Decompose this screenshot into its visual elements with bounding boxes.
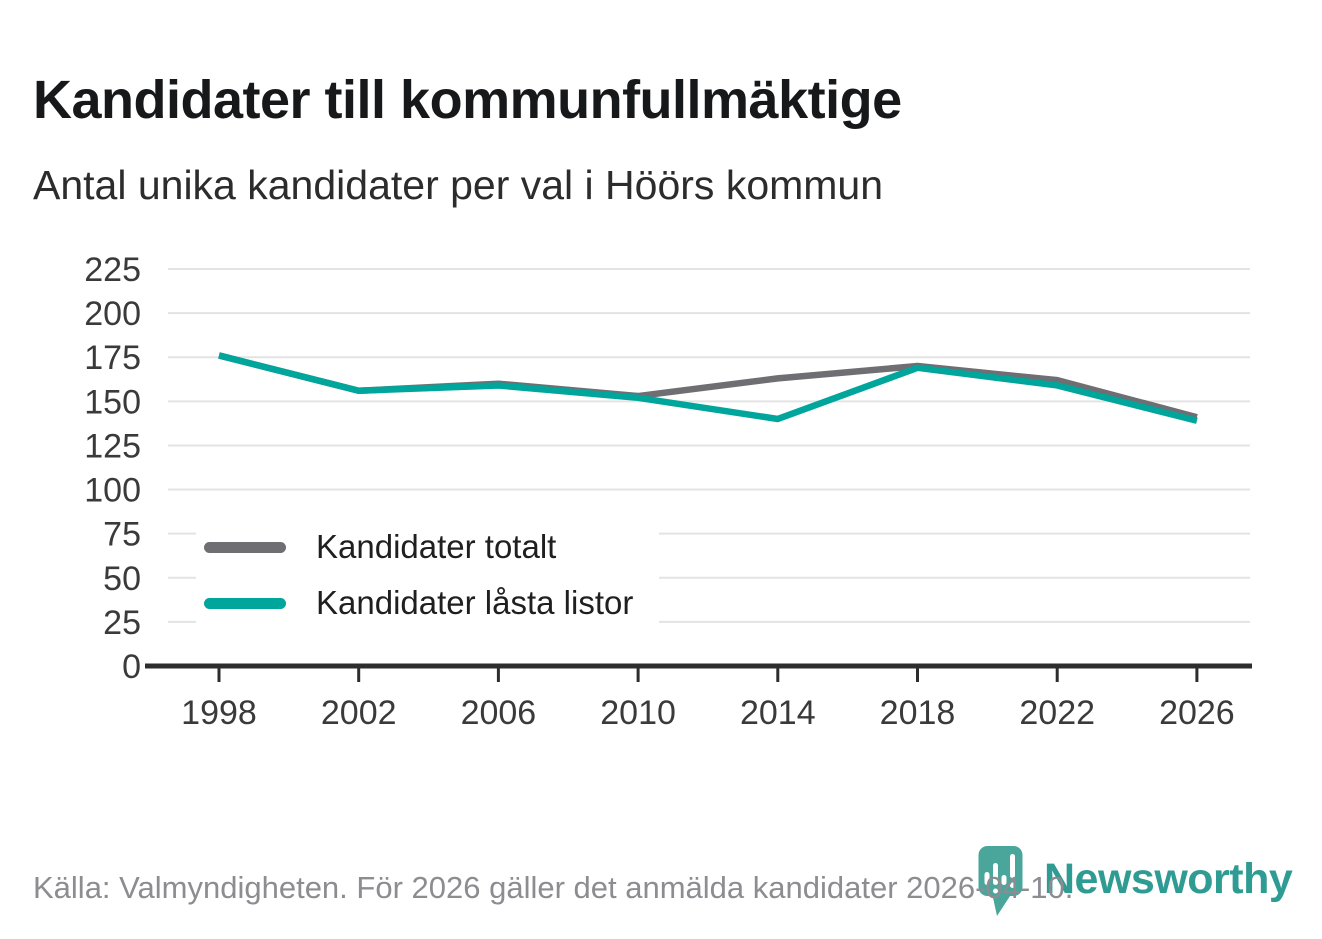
x-axis-tick-label: 2014	[740, 694, 816, 732]
y-axis-tick-label: 75	[103, 516, 141, 554]
x-axis-tick-label: 2002	[321, 694, 397, 732]
x-axis-tick-label: 2006	[461, 694, 537, 732]
y-axis-tick-label: 100	[84, 472, 141, 510]
series-line-1	[218, 352, 1198, 424]
page-title: Kandidater till kommunfullmäktige	[33, 70, 902, 131]
newsworthy-logo: Newsworthy	[978, 843, 1298, 933]
y-axis-tick-label: 225	[84, 251, 141, 289]
legend-label: Kandidater totalt	[316, 528, 557, 565]
y-axis-tick-label: 125	[84, 427, 141, 465]
x-axis-tick-label: 2022	[1019, 694, 1095, 732]
x-axis-tick-label: 1998	[181, 694, 257, 732]
chart-legend: Kandidater totalt Kandidater låsta listo…	[196, 514, 660, 638]
y-axis-tick-label: 200	[84, 295, 141, 333]
source-note: Källa: Valmyndigheten. För 2026 gäller d…	[33, 870, 1074, 905]
legend-item-lasta-listor: Kandidater låsta listor	[204, 582, 633, 624]
y-axis-tick-label: 0	[122, 648, 141, 686]
legend-label: Kandidater låsta listor	[316, 584, 634, 621]
y-axis-tick-label: 175	[84, 339, 141, 377]
legend-swatch-teal	[204, 597, 286, 609]
y-axis-tick-label: 25	[103, 604, 141, 642]
newsworthy-wordmark: Newsworthy	[1044, 855, 1293, 903]
x-axis-tick-label: 2026	[1159, 694, 1235, 732]
x-axis-tick-label: 2010	[600, 694, 676, 732]
legend-item-totalt: Kandidater totalt	[204, 526, 633, 568]
legend-swatch-gray	[204, 541, 286, 553]
y-axis-tick-label: 150	[84, 383, 141, 421]
chart-subtitle: Antal unika kandidater per val i Höörs k…	[33, 162, 884, 208]
x-axis-tick-label: 2018	[880, 694, 956, 732]
newsworthy-pin-barchart-icon	[978, 846, 1023, 916]
y-axis-tick-label: 50	[103, 560, 141, 598]
